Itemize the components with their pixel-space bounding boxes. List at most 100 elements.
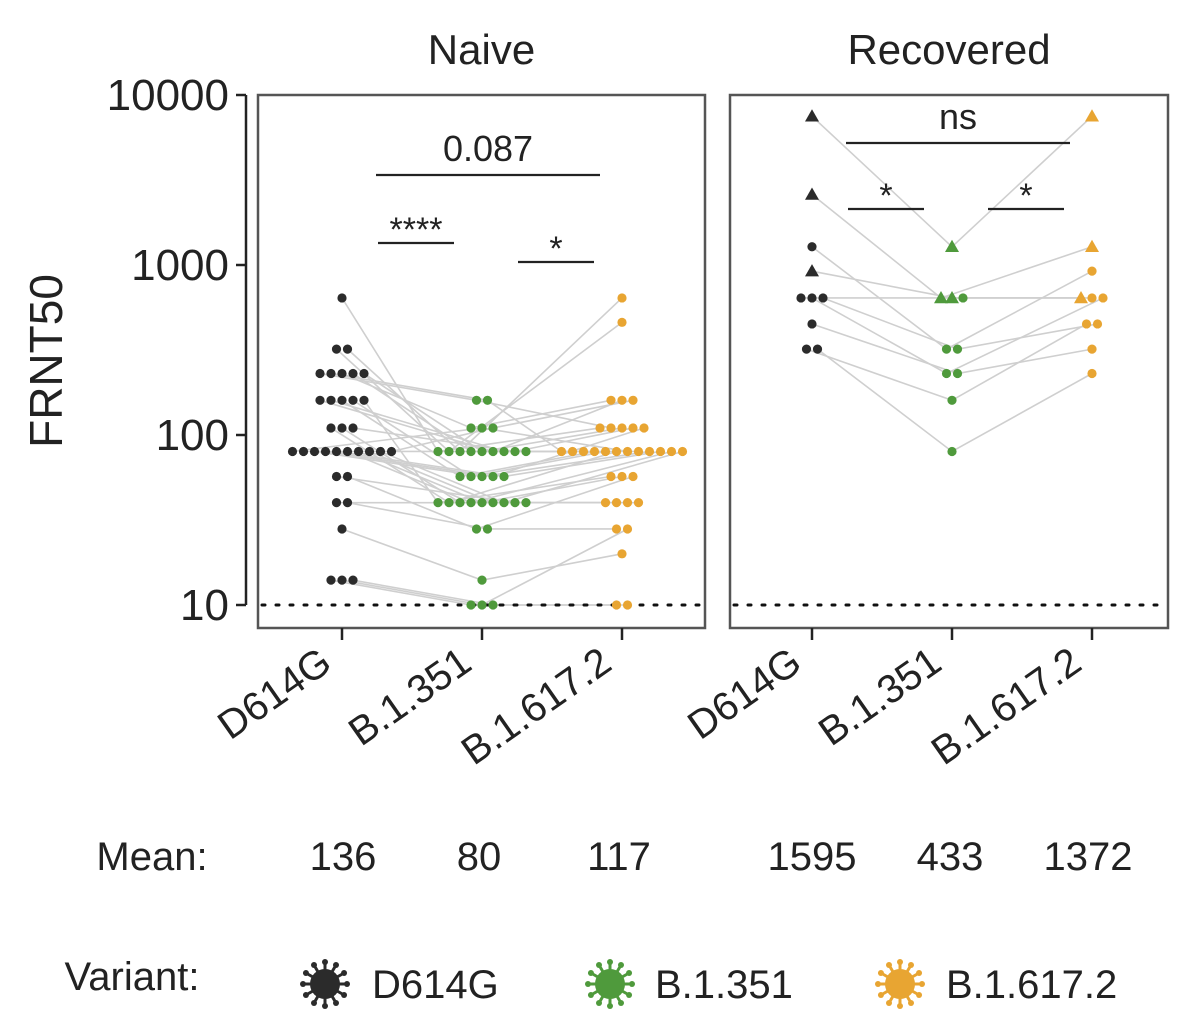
virus-icon-b1351: [585, 959, 635, 1009]
data-point-b16172: [1074, 290, 1088, 304]
data-point-b1351: [952, 344, 963, 354]
significance-label: ns: [939, 96, 977, 137]
data-point-b16172: [1087, 266, 1097, 276]
data-point-d614g: [805, 187, 819, 200]
data-point-b16172: [622, 446, 633, 457]
data-point-b16172: [633, 446, 644, 457]
data-point-b16172: [1087, 293, 1097, 303]
data-point-b16172: [1081, 319, 1092, 329]
data-point-b1351: [510, 498, 520, 508]
data-point-d614g: [331, 344, 342, 354]
panel-title: Recovered: [847, 26, 1050, 73]
data-point-d614g: [359, 368, 369, 379]
virus-body: [310, 969, 340, 999]
data-point-b16172: [611, 600, 622, 610]
data-point-b16172: [628, 423, 638, 433]
virus-spike-tip: [341, 992, 348, 998]
data-point-b16172: [1092, 319, 1103, 329]
data-point-d614g: [326, 575, 336, 585]
data-point-d614g: [337, 524, 347, 534]
data-point-b1351: [466, 498, 476, 508]
data-point-b16172: [617, 293, 627, 303]
data-point-b1351: [488, 423, 498, 433]
virus-spike-tip: [886, 1000, 892, 1007]
data-point-b1351: [444, 498, 454, 508]
data-point-b1351: [471, 524, 482, 534]
data-point-d614g: [818, 293, 828, 303]
mean-value: 1595: [768, 835, 857, 879]
data-point-b1351: [477, 498, 487, 508]
data-point-d614g: [331, 498, 342, 508]
x-tick-label: B.1.617.2: [924, 639, 1090, 773]
data-point-b1351: [947, 446, 957, 457]
virus-spike-tip: [302, 970, 309, 976]
virus-spike-tip: [341, 970, 348, 976]
data-point-d614g: [386, 446, 397, 457]
data-point-b1351: [952, 368, 963, 379]
data-point-b16172: [617, 317, 627, 327]
virus-spike-tip: [897, 959, 903, 965]
data-point-d614g: [342, 471, 353, 482]
data-point-b1351: [477, 423, 487, 433]
data-point-b16172: [606, 471, 616, 482]
virus-spike-tip: [322, 1003, 328, 1009]
data-point-d614g: [342, 446, 353, 457]
data-point-b16172: [655, 446, 666, 457]
data-point-d614g: [807, 293, 817, 303]
points-layer: [287, 109, 1108, 610]
data-point-b16172: [611, 524, 622, 534]
virus-spike-tip: [311, 1000, 317, 1007]
data-point-b16172: [578, 446, 589, 457]
data-point-b1351: [482, 524, 493, 534]
data-point-d614g: [359, 395, 369, 405]
data-point-b1351: [941, 344, 952, 354]
x-tick-label: D614G: [680, 639, 809, 748]
data-point-b16172: [606, 395, 616, 405]
virus-spike-tip: [596, 1000, 602, 1007]
data-point-b1351: [482, 395, 493, 405]
legend-label: B.1.351: [655, 963, 793, 1007]
virus-icon-b16172: [875, 959, 925, 1009]
data-point-b1351: [455, 498, 465, 508]
mean-value: 117: [587, 835, 651, 879]
mean-value: 1372: [1044, 835, 1133, 879]
legend-label: B.1.617.2: [946, 963, 1117, 1007]
data-point-d614g: [309, 446, 320, 457]
data-point-b16172: [617, 471, 627, 482]
significance-label: 0.087: [443, 128, 533, 169]
data-point-d614g: [807, 319, 817, 329]
y-axis-title: FRNT50: [20, 274, 72, 448]
data-point-b1351: [466, 446, 476, 457]
virus-spike-tip: [875, 981, 881, 987]
x-tick-label: B.1.617.2: [454, 639, 620, 773]
virus-spike-tip: [585, 981, 591, 987]
data-point-b16172: [622, 498, 633, 508]
virus-spike-tip: [311, 961, 317, 968]
virus-spike-tip: [916, 992, 923, 998]
data-point-b16172: [628, 395, 638, 405]
data-point-b16172: [600, 498, 611, 508]
panel-title: Naive: [428, 26, 535, 73]
significance-label: ****: [390, 211, 443, 249]
legend-title: Variant:: [65, 955, 200, 999]
paired-lines-layer: [292, 115, 1104, 606]
virus-spike-tip: [877, 992, 884, 998]
data-point-d614g: [337, 293, 347, 303]
virus-spike-tip: [302, 992, 309, 998]
data-point-b1351: [455, 471, 465, 482]
data-point-b1351: [466, 423, 476, 433]
paired-line: [811, 270, 1081, 299]
data-point-b1351: [433, 498, 443, 508]
data-point-d614g: [348, 575, 358, 585]
data-point-b1351: [945, 239, 959, 253]
mean-value: 433: [917, 835, 984, 879]
data-point-d614g: [326, 368, 336, 379]
data-point-b1351: [499, 471, 509, 482]
data-point-b16172: [1087, 368, 1097, 379]
data-point-b1351: [947, 395, 957, 405]
data-point-b1351: [477, 575, 487, 585]
data-point-b1351: [444, 446, 454, 457]
virus-spike-tip: [629, 981, 635, 987]
data-point-b1351: [499, 498, 509, 508]
